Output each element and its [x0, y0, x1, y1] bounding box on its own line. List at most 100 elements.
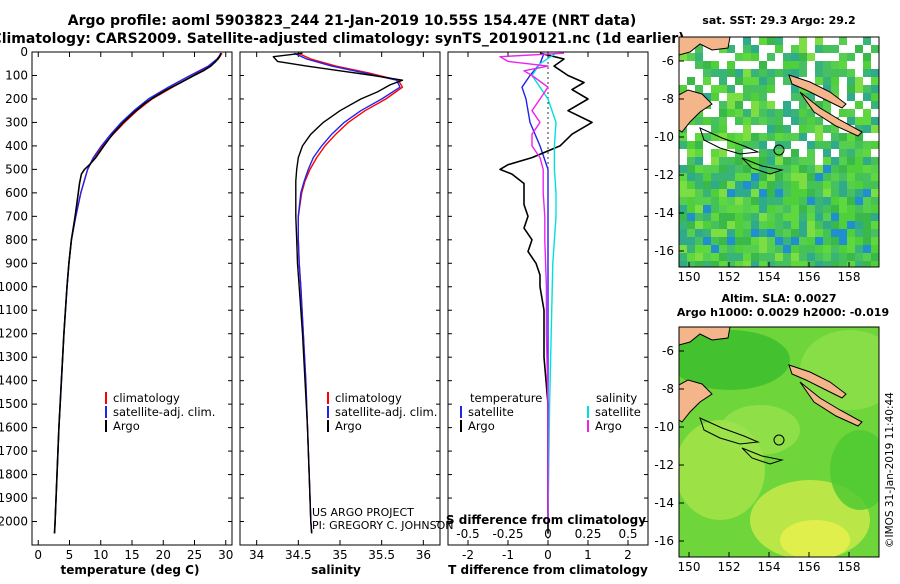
sst-cell [719, 149, 727, 157]
depth-tick-label: 800 [5, 233, 28, 247]
legend-label-climatology: climatology [113, 391, 180, 405]
sst-cell [791, 93, 799, 101]
sst-cell [839, 253, 847, 261]
sst-cell [743, 213, 751, 221]
sst-cell [703, 117, 711, 125]
sst-cell [767, 237, 775, 245]
depth-tick-label: 1300 [0, 350, 28, 364]
sst-cell [831, 181, 839, 189]
sst-cell [799, 165, 807, 173]
sst-cell [695, 85, 703, 93]
lon-tick-label: 154 [758, 270, 781, 284]
legend-label-t-argo: Argo [468, 419, 495, 433]
sst-cell [847, 77, 855, 85]
lat-tick-label: -10 [654, 130, 674, 144]
sst-cell [791, 245, 799, 253]
sst-cell [839, 133, 847, 141]
sst-cell [839, 261, 847, 267]
sst-cell [783, 53, 791, 61]
sst-cell [767, 157, 775, 165]
sst-cell [791, 109, 799, 117]
sst-cell [791, 237, 799, 245]
sst-cell [783, 125, 791, 133]
sst-cell [871, 197, 879, 205]
lat-tick-label: -8 [662, 382, 674, 396]
depth-tick-label: 900 [5, 256, 28, 270]
sst-cell [807, 157, 815, 165]
sst-cell [727, 197, 735, 205]
sst-cell [847, 133, 855, 141]
sst-cell [767, 181, 775, 189]
sst-cell [807, 141, 815, 149]
sst-cell [695, 253, 703, 261]
sst-cell [791, 197, 799, 205]
sst-cell [743, 261, 751, 267]
sst-cell [807, 221, 815, 229]
sst-cell [815, 45, 823, 53]
sst-cell [735, 245, 743, 253]
lat-tick-label: -6 [662, 54, 674, 68]
sst-cell [823, 261, 831, 267]
sst-cell [775, 157, 783, 165]
legend-title-salinity: salinity [596, 391, 637, 405]
sst-cell [807, 173, 815, 181]
sst-cell [719, 157, 727, 165]
sst-cell [695, 189, 703, 197]
sst-cell [759, 117, 767, 125]
sst-cell [815, 133, 823, 141]
sst-cell [863, 173, 871, 181]
sst-cell [831, 125, 839, 133]
sst-cell [759, 205, 767, 213]
sst-cell [839, 165, 847, 173]
sst-cell [815, 261, 823, 267]
sst-cell [863, 197, 871, 205]
sst-cell [743, 45, 751, 53]
sst-cell [791, 53, 799, 61]
sst-cell [775, 213, 783, 221]
sst-cell [711, 261, 719, 267]
sst-cell [799, 125, 807, 133]
sst-cell [855, 237, 863, 245]
sst-cell [775, 149, 783, 157]
sst-cell [703, 261, 711, 267]
sst-cell [855, 245, 863, 253]
sst-cell [855, 77, 863, 85]
sst-cell [839, 69, 847, 77]
sst-cell [815, 181, 823, 189]
sst-cell [847, 109, 855, 117]
sst-cell [831, 165, 839, 173]
x-tick-label: 35.5 [368, 548, 395, 562]
sst-cell [727, 109, 735, 117]
sst-cell [719, 117, 727, 125]
sst-cell [871, 45, 879, 53]
sst-cell [679, 213, 687, 221]
t-difference-x-axis: -2 -1 0 1 2 [462, 52, 632, 562]
sst-cell [783, 109, 791, 117]
sst-cell [735, 197, 743, 205]
sst-cell [751, 117, 759, 125]
argo-float-marker [773, 434, 785, 446]
sst-cell [703, 189, 711, 197]
sst-cell [735, 69, 743, 77]
sst-cell [815, 61, 823, 69]
sst-cell [847, 165, 855, 173]
salinity-x-axis: 34 34.5 35 35.5 36 [249, 52, 431, 562]
lat-tick-label: -6 [662, 344, 674, 358]
sst-cell [871, 221, 879, 229]
sst-cell [711, 117, 719, 125]
sst-cell [815, 101, 823, 109]
sst-cell [735, 205, 743, 213]
sst-cell [735, 253, 743, 261]
sst-cell [847, 229, 855, 237]
copyright-timestamp: ©IMOS 31-Jan-2019 11:40:44 [884, 392, 896, 548]
sst-cell [767, 53, 775, 61]
sst-cell [831, 173, 839, 181]
salinity-lines [272, 52, 404, 534]
sst-cell [679, 245, 687, 253]
sst-cell [783, 197, 791, 205]
sst-cell [783, 221, 791, 229]
sst-cell [719, 213, 727, 221]
sst-cell [855, 141, 863, 149]
